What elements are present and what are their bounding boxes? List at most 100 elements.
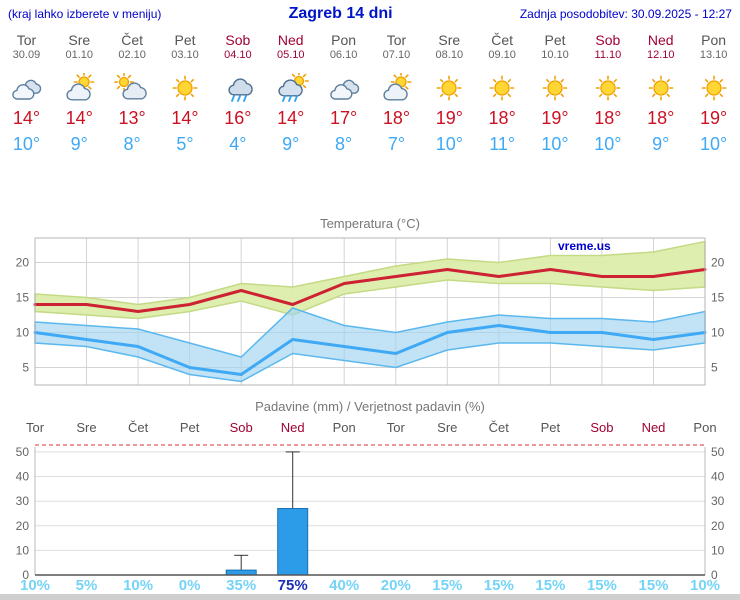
sunny-icon bbox=[529, 72, 582, 104]
y-tick-left: 0 bbox=[22, 568, 29, 582]
day-column[interactable]: Pet 10.10 19° 10° bbox=[529, 32, 582, 155]
precip-day-label: Ned bbox=[281, 420, 305, 435]
y-tick-right: 15 bbox=[711, 291, 725, 305]
header: (kraj lahko izberete v meniju) Zagreb 14… bbox=[8, 5, 732, 23]
day-min-temp: 10° bbox=[541, 134, 569, 154]
day-name: Ned bbox=[277, 32, 304, 48]
day-column[interactable]: Sre 01.10 14° 9° bbox=[53, 32, 106, 155]
temperature-chart: 5 5 10 10 15 15 20 20 vreme.us bbox=[16, 237, 725, 386]
day-max-temp: 18° bbox=[594, 108, 622, 128]
day-column[interactable]: Pon 06.10 17° 8° bbox=[317, 32, 370, 155]
cloudy-icon bbox=[317, 72, 370, 104]
day-column[interactable]: Sob 11.10 18° 10° bbox=[581, 32, 634, 155]
y-tick-right: 20 bbox=[711, 256, 725, 270]
precip-probability: 40% bbox=[329, 577, 359, 594]
sunny-icon bbox=[423, 72, 476, 104]
day-max-temp: 19° bbox=[435, 108, 463, 128]
temp-chart-title: Temperatura (°C) bbox=[320, 216, 420, 231]
day-column[interactable]: Ned 12.10 18° 9° bbox=[634, 32, 687, 155]
sunny-icon bbox=[476, 72, 529, 104]
precip-probability: 35% bbox=[226, 577, 256, 594]
day-name: Tor bbox=[386, 32, 407, 48]
precip-day-label: Pet bbox=[541, 420, 561, 435]
day-name: Ned bbox=[647, 32, 674, 48]
day-date: 02.10 bbox=[118, 49, 146, 61]
day-max-temp: 14° bbox=[65, 108, 93, 128]
precip-day-label: Sob bbox=[230, 420, 253, 435]
plot-frame bbox=[34, 237, 706, 386]
y-tick-right: 10 bbox=[711, 543, 725, 557]
day-column[interactable]: Čet 02.10 13° 8° bbox=[106, 32, 159, 155]
y-tick-left: 50 bbox=[16, 445, 30, 459]
day-column[interactable]: Sob 04.10 16° 4° bbox=[211, 32, 264, 155]
precip-probability: 15% bbox=[432, 577, 462, 594]
day-min-temp: 9° bbox=[652, 134, 670, 154]
sunny-icon bbox=[581, 72, 634, 104]
day-date: 09.10 bbox=[488, 49, 516, 61]
menu-hint[interactable]: (kraj lahko izberete v meniju) bbox=[8, 7, 162, 21]
day-max-temp: 16° bbox=[224, 108, 252, 128]
y-tick-left: 20 bbox=[16, 519, 30, 533]
y-tick-left: 15 bbox=[16, 291, 30, 305]
day-column[interactable]: Ned 05.10 14° 9° bbox=[264, 32, 317, 155]
day-max-temp: 18° bbox=[488, 108, 516, 128]
precip-probability: 20% bbox=[381, 577, 411, 594]
day-min-temp: 4° bbox=[229, 134, 247, 154]
y-tick-left: 5 bbox=[22, 361, 29, 375]
y-tick-right: 20 bbox=[711, 519, 725, 533]
day-date: 01.10 bbox=[65, 49, 94, 61]
day-name: Čet bbox=[121, 32, 144, 48]
precip-probability: 15% bbox=[484, 577, 514, 594]
precip-probability: 5% bbox=[76, 577, 98, 594]
precip-day-label: Pon bbox=[333, 420, 356, 435]
precip-day-label: Sre bbox=[76, 420, 96, 435]
day-column[interactable]: Tor 07.10 18° 7° bbox=[370, 32, 423, 155]
rain-sun-icon bbox=[264, 72, 317, 104]
y-tick-right: 30 bbox=[711, 494, 725, 508]
y-tick-left: 10 bbox=[16, 326, 30, 340]
day-min-temp: 10° bbox=[699, 134, 728, 154]
precip-probability: 15% bbox=[587, 577, 617, 594]
day-max-temp: 17° bbox=[329, 108, 358, 128]
rain-icon bbox=[211, 72, 264, 104]
day-date: 13.10 bbox=[699, 49, 728, 61]
day-max-temp: 14° bbox=[277, 108, 305, 128]
day-column[interactable]: Tor 30.09 14° 10° bbox=[0, 32, 53, 155]
day-min-temp: 8° bbox=[334, 134, 353, 154]
day-max-temp: 14° bbox=[171, 108, 199, 128]
precipitation-chart: Tor Sre Čet Pet Sob Ned Pon Tor Sre Čet Pet Sob Ned P… bbox=[16, 420, 725, 594]
day-column[interactable]: Pon 13.10 19° 10° bbox=[687, 32, 740, 155]
y-tick-right: 40 bbox=[711, 470, 725, 484]
min-temperature-line bbox=[33, 324, 707, 376]
day-min-temp: 11° bbox=[489, 134, 516, 154]
day-column[interactable]: Čet 09.10 18° 11° bbox=[476, 32, 529, 155]
day-min-temp: 9° bbox=[70, 134, 88, 154]
y-tick-left: 20 bbox=[16, 256, 30, 270]
sunny-icon bbox=[687, 72, 740, 104]
precip-day-label: Čet bbox=[128, 420, 149, 435]
day-name: Sre bbox=[68, 32, 91, 48]
day-min-temp: 10° bbox=[594, 134, 622, 154]
day-min-temp: 9° bbox=[282, 134, 300, 154]
cloudy-icon bbox=[0, 72, 53, 104]
day-column[interactable]: Sre 08.10 19° 10° bbox=[423, 32, 476, 155]
day-name: Sob bbox=[225, 32, 251, 48]
day-date: 04.10 bbox=[224, 49, 252, 61]
precip-probability: 0% bbox=[179, 577, 201, 594]
day-min-temp: 5° bbox=[176, 134, 194, 154]
precip-day-label: Pet bbox=[180, 420, 200, 435]
watermark: vreme.us bbox=[558, 239, 611, 253]
y-tick-right: 50 bbox=[711, 445, 725, 459]
day-column[interactable]: Pet 03.10 14° 5° bbox=[159, 32, 212, 155]
precip-day-label: Pon bbox=[693, 420, 716, 435]
day-date: 03.10 bbox=[171, 49, 199, 61]
day-name: Pet bbox=[174, 32, 196, 48]
day-date: 12.10 bbox=[646, 49, 675, 61]
day-min-temp: 10° bbox=[12, 134, 41, 154]
partly-cloudy-icon bbox=[53, 72, 106, 104]
day-date: 11.10 bbox=[594, 49, 622, 61]
sunny-icon bbox=[159, 72, 212, 104]
day-date: 10.10 bbox=[541, 49, 569, 61]
sunny-icon bbox=[634, 72, 687, 104]
